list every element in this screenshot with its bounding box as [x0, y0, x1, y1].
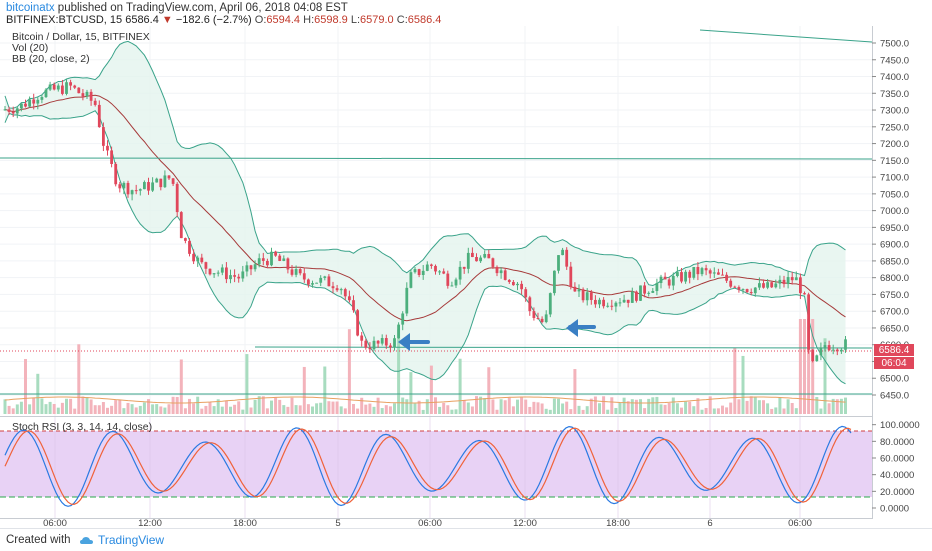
volume-ma-line	[4, 396, 846, 404]
stoch-tick-label: 80.0000	[880, 437, 914, 448]
low-label: L:	[350, 14, 361, 26]
time-tick-label: 06:00	[788, 518, 812, 528]
price-tick-label: 7200.0	[880, 139, 909, 150]
price-tick-label: 7050.0	[880, 189, 909, 200]
price-tick-label: 6850.0	[880, 256, 909, 267]
stoch-d-line	[4, 427, 852, 506]
price-tick-label: 7500.0	[880, 39, 909, 50]
author-link[interactable]: bitcoinatx	[6, 2, 55, 14]
price-tick-label: 6450.0	[880, 391, 909, 402]
price-change: −182.6 (−2.7%)	[175, 14, 252, 26]
price-tick-label: 7250.0	[880, 122, 909, 133]
price-tick-label: 6500.0	[880, 374, 909, 385]
price-tick-label: 7150.0	[880, 156, 909, 167]
price-tick-label: 7400.0	[880, 72, 909, 83]
price-tick-label: 6800.0	[880, 273, 909, 284]
time-tick-label: 18:00	[606, 518, 630, 528]
close-label: C:	[396, 14, 408, 26]
bb-upper-line	[4, 40, 846, 287]
price-tick-label: 6950.0	[880, 223, 909, 234]
low-value: 6579.0	[360, 14, 394, 26]
price-tick-label: 6650.0	[880, 323, 909, 334]
price-tick-label: 7350.0	[880, 89, 909, 100]
horizontal-line-upper[interactable]	[0, 157, 872, 160]
tradingview-cloud-icon	[80, 537, 93, 544]
time-tick-label: 18:00	[233, 518, 257, 528]
price-axis[interactable]	[872, 26, 932, 519]
high-label: H:	[303, 14, 315, 26]
legend-volume: Vol (20)	[12, 42, 48, 54]
legend-stoch-rsi: Stoch RSI (3, 3, 14, 14, close)	[12, 421, 152, 433]
close-value: 6586.4	[407, 14, 442, 26]
arrow-left-icon[interactable]	[398, 333, 430, 351]
stoch-tick-label: 20.0000	[880, 487, 914, 498]
stoch-band	[0, 431, 872, 497]
time-tick-label: 5	[335, 518, 340, 528]
time-axis[interactable]: 06:00 12:00 18:00 5 06:00 12:00 18:00 6 06:00	[43, 518, 812, 528]
volume-bars	[3, 319, 847, 414]
last-price-badge: 6586.4	[874, 344, 914, 356]
candles	[3, 79, 847, 363]
arrow-left-icon[interactable]	[566, 319, 596, 337]
price-tick-label: 7300.0	[880, 106, 909, 117]
legend-bb: BB (20, close, 2)	[12, 53, 90, 65]
publish-line: bitcoinatx published on TradingView.com,…	[6, 2, 348, 14]
time-tick-label: 12:00	[138, 518, 162, 528]
chart-header: bitcoinatx published on TradingView.com,…	[0, 0, 932, 26]
stoch-grid	[54, 417, 801, 518]
published-text: published on TradingView.com, April 06, …	[57, 2, 348, 14]
high-value: 6598.9	[314, 14, 348, 26]
stoch-tick-label: 60.0000	[880, 454, 914, 465]
price-tick-label: 6700.0	[880, 307, 909, 318]
price-tick-label: 6900.0	[880, 240, 909, 251]
stoch-tick-label: 100.0000	[880, 420, 920, 431]
footer: Created with TradingView	[0, 528, 932, 551]
time-tick-label: 06:00	[418, 518, 442, 528]
open-value: 6594.4	[266, 14, 301, 26]
price-tick-label: 6750.0	[880, 290, 909, 301]
legend-title: Bitcoin / Dollar, 15, BITFINEX	[12, 31, 150, 43]
time-tick-label: 6	[707, 518, 712, 528]
price-tick-label: 7450.0	[880, 55, 909, 66]
created-with-text: Created with	[6, 534, 71, 546]
stoch-axis-ticks: 100.0000 80.0000 60.0000 40.0000 20.0000 0.00…	[872, 420, 920, 515]
time-tick-label: 12:00	[513, 518, 537, 528]
chart-canvas[interactable]: Bitcoin / Dollar, 15, BITFINEX Vol (20) …	[0, 26, 932, 528]
tradingview-brand: TradingView	[98, 533, 165, 547]
tradingview-logo[interactable]: TradingView	[80, 533, 164, 547]
last-price-label: 6586.4	[879, 345, 910, 356]
trend-line[interactable]	[699, 29, 872, 43]
symbol-line: BITFINEX:BTCUSD, 15 6586.4 ▼ −182.6 (−2.…	[6, 14, 441, 26]
change-down-icon: ▼	[161, 14, 173, 26]
price-tick-label: 7100.0	[880, 173, 909, 184]
last-price: 6586.4	[125, 14, 159, 26]
countdown-label: 06:04	[881, 358, 906, 369]
time-tick-label: 06:00	[43, 518, 67, 528]
symbol-name: BITFINEX:BTCUSD, 15	[6, 14, 123, 26]
horizontal-line-support[interactable]	[254, 346, 872, 349]
bb-lower-line	[4, 110, 846, 385]
countdown-badge: 06:04	[874, 357, 914, 369]
stoch-tick-label: 40.0000	[880, 470, 914, 481]
bb-basis-line	[4, 94, 846, 322]
stoch-tick-label: 0.0000	[880, 504, 909, 515]
open-label: O:	[254, 14, 267, 26]
price-tick-label: 7000.0	[880, 206, 909, 217]
